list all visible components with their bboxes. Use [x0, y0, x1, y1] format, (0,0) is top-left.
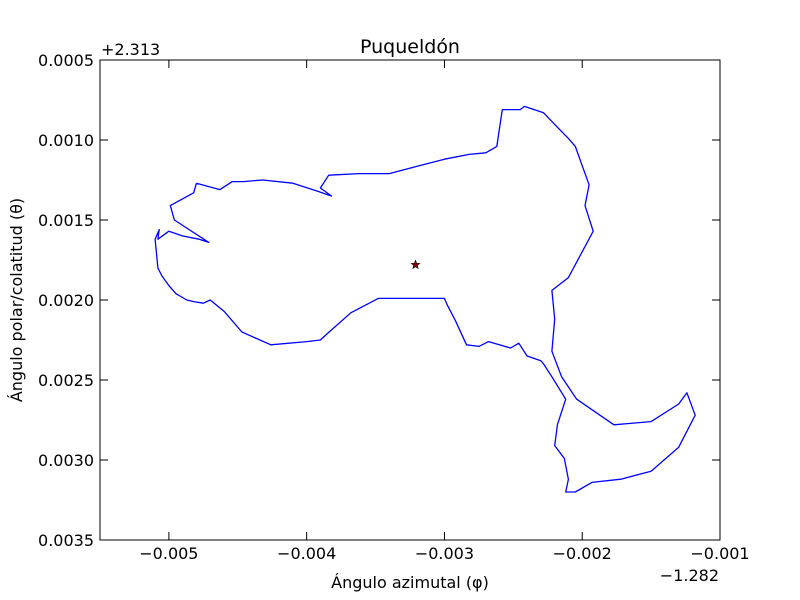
y-tick-label: 0.0020	[38, 291, 94, 310]
x-axis-title: Ángulo azimutal (φ)	[331, 573, 489, 592]
plot-area	[154, 105, 696, 493]
y-axis-title: Ángulo polar/colatitud (θ)	[7, 198, 26, 402]
chart-title: Puqueldón	[360, 36, 460, 58]
y-tick-label: 0.0015	[38, 211, 94, 230]
y-tick-label: 0.0025	[38, 371, 94, 390]
x-tick-label: −0.005	[139, 544, 198, 563]
y-tick-label: 0.0030	[38, 451, 94, 470]
x-offset-label: −1.282	[660, 566, 719, 585]
x-axis-ticks: −0.005 −0.004 −0.003 −0.002 −0.001	[139, 60, 750, 563]
center-star-marker	[410, 259, 421, 270]
x-tick-label: −0.002	[553, 544, 612, 563]
island-outline	[154, 105, 696, 493]
y-tick-label: 0.0010	[38, 131, 94, 150]
y-tick-label: 0.0005	[38, 51, 94, 70]
y-axis-ticks: 0.0005 0.0010 0.0015 0.0020 0.0025 0.0030 0.00…	[38, 51, 720, 550]
y-tick-label: 0.0035	[38, 531, 94, 550]
x-tick-label: −0.004	[277, 544, 336, 563]
x-tick-label: −0.003	[415, 544, 474, 563]
y-offset-label: +2.313	[101, 40, 160, 59]
x-tick-label: −0.001	[690, 544, 749, 563]
